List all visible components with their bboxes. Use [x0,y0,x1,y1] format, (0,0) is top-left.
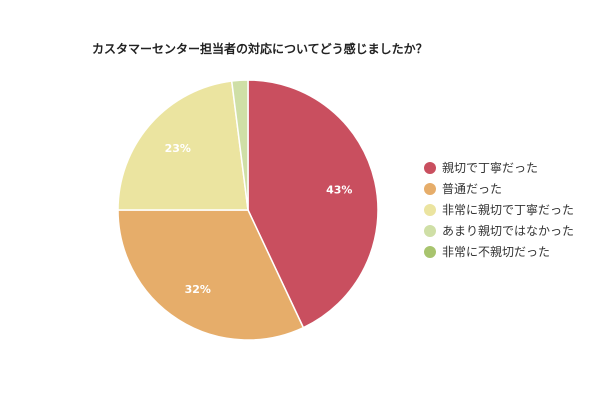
legend-label: 普通だった [442,182,503,196]
slice-data-label: 43% [326,184,352,197]
pie-slice [117,209,305,341]
legend-label: 親切で丁寧だった [442,161,539,175]
legend-item: あまり親切ではなかった [424,220,574,241]
legend-item: 普通だった [424,178,574,199]
legend-item: 親切で丁寧だった [424,157,574,178]
slice-data-label: 32% [185,283,211,296]
pie-slice [117,80,249,211]
chart-legend: 親切で丁寧だった 普通だった非常に親切で丁寧だった あまり親切ではなかった 非常に不親… [424,157,574,262]
chart-title: カスタマーセンター担当者の対応についてどう感じましたか？ [92,42,428,56]
legend-label: 非常に親切で丁寧だった [442,203,575,217]
legend-swatch [424,245,436,258]
legend-item: 非常に親切で丁寧だった [424,199,574,220]
legend-swatch [424,182,436,195]
legend-swatch [424,161,436,174]
legend-swatch [424,203,436,216]
pie-slice [247,79,379,329]
legend-label: 非常に不親切だった [442,245,551,259]
legend-label: あまり親切ではなかった [442,224,575,238]
legend-swatch [424,224,436,237]
slice-data-label: 23% [165,142,191,155]
pie-slice [230,79,249,211]
legend-item: 非常に不親切だった [424,241,574,262]
